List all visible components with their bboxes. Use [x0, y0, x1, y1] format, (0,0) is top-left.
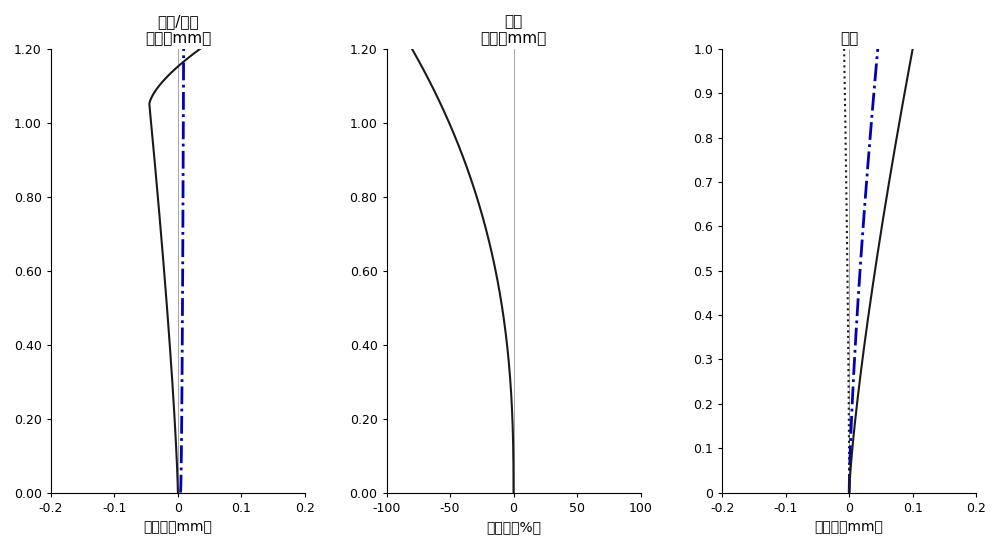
Title: 球差: 球差: [840, 31, 858, 46]
X-axis label: 离焦量（mm）: 离焦量（mm）: [143, 520, 212, 534]
X-axis label: 番变量（%）: 番变量（%）: [486, 520, 541, 534]
Title: 番变
像高（mm）: 番变 像高（mm）: [480, 14, 547, 46]
X-axis label: 离焦量（mm）: 离焦量（mm）: [815, 520, 884, 534]
Title: 场曲/像散
像高（mm）: 场曲/像散 像高（mm）: [145, 14, 211, 46]
